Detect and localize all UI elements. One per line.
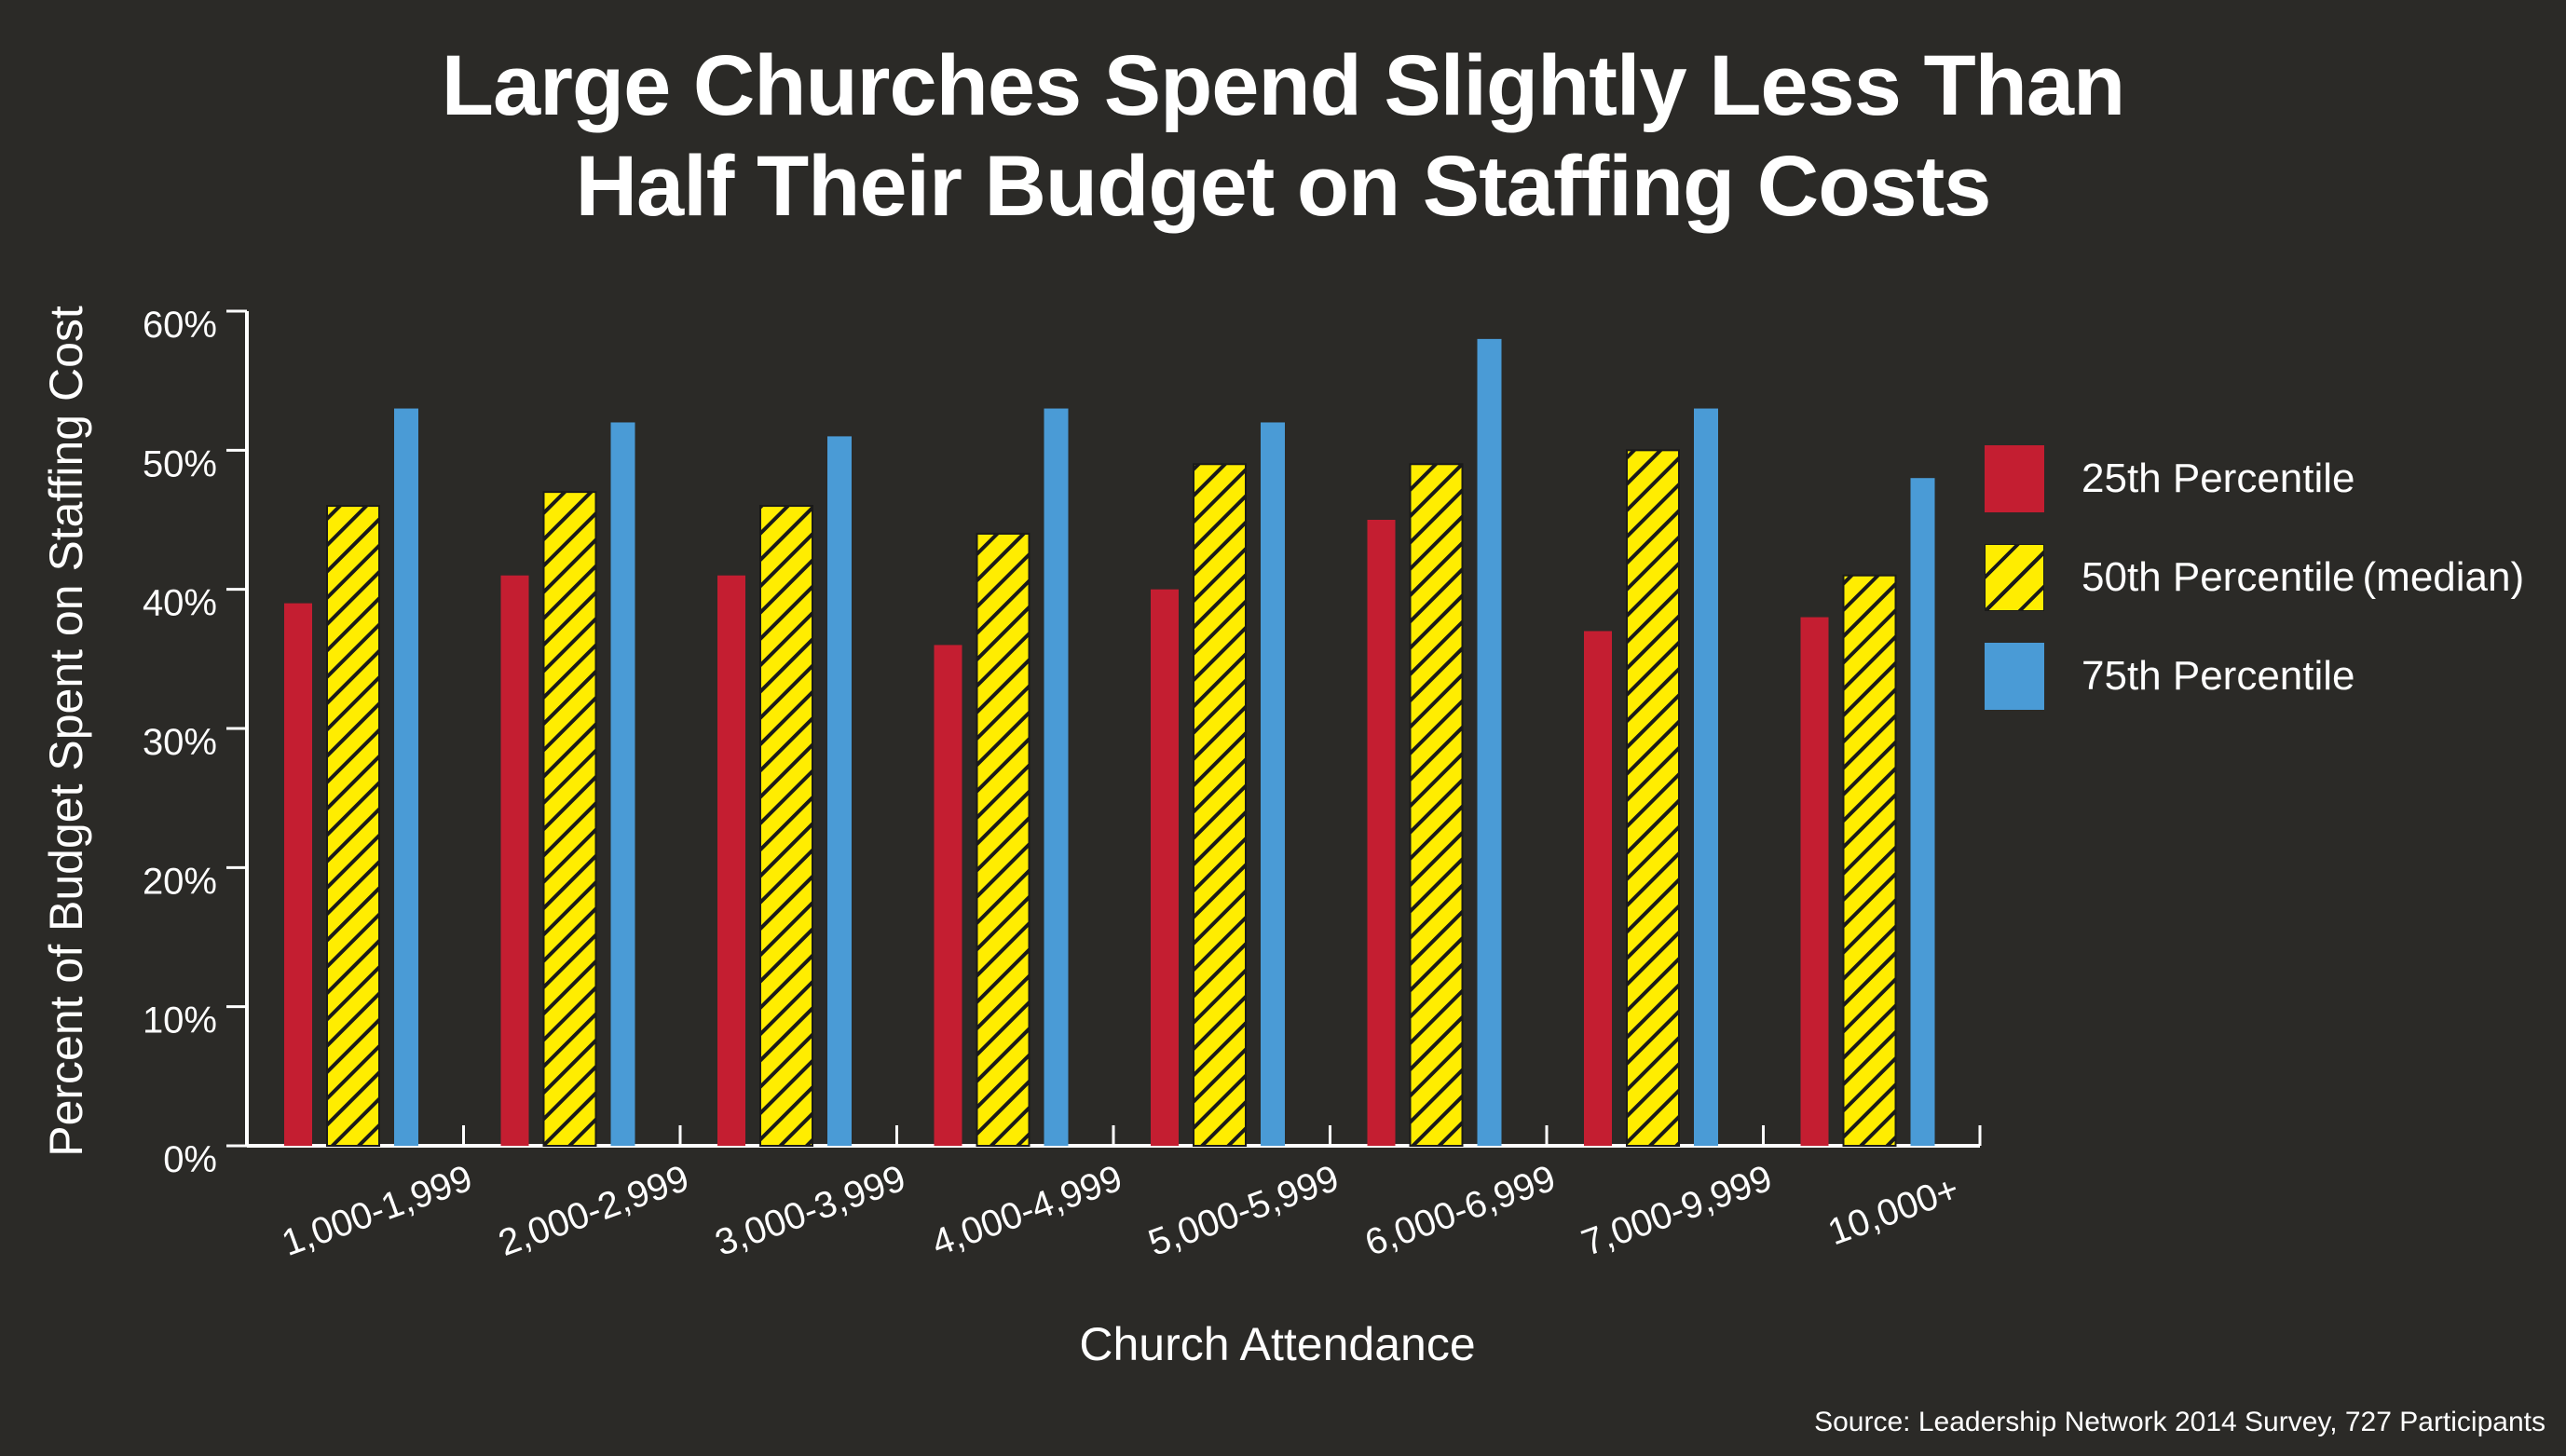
y-tick-label: 60%	[143, 305, 217, 346]
bar-75th	[827, 436, 852, 1146]
chart-axes	[226, 309, 1982, 1148]
bar-50th	[976, 532, 1030, 1147]
y-tick-label: 10%	[143, 1000, 217, 1041]
chart-bars	[284, 338, 1935, 1148]
x-tick-label: 10,000+	[1822, 1168, 1964, 1253]
legend-swatch-50th	[1985, 544, 2044, 611]
bar-75th	[1694, 408, 1718, 1146]
bar-25th	[934, 645, 962, 1146]
bar-75th	[1477, 338, 1502, 1146]
bar-75th	[1910, 478, 1935, 1146]
y-tick-label: 0%	[163, 1139, 217, 1180]
bar-75th	[394, 408, 418, 1146]
bar-50th	[326, 505, 380, 1147]
bar-50th	[1409, 463, 1464, 1147]
legend-label-75th: 75th Percentile	[2081, 653, 2355, 699]
chart-title-line-1: Large Churches Spend Slightly Less Than	[441, 38, 2125, 133]
bar-75th	[1044, 408, 1069, 1146]
chart-title-line-2: Half Their Budget on Staffing Costs	[575, 139, 1992, 234]
bar-75th	[1261, 422, 1285, 1146]
bar-25th	[500, 575, 529, 1146]
bar-75th	[610, 422, 635, 1146]
y-tick-label: 30%	[143, 722, 217, 763]
legend-item-75th: 75th Percentile	[1985, 643, 2355, 710]
bar-50th	[759, 505, 813, 1147]
x-tick-label: 4,000-4,999	[926, 1158, 1127, 1264]
bar-25th	[1151, 589, 1179, 1146]
legend-swatch-75th	[1985, 643, 2044, 710]
x-tick-label: 3,000-3,999	[710, 1158, 911, 1264]
y-tick-label: 40%	[143, 583, 217, 624]
bar-25th	[284, 603, 312, 1146]
y-tick-label: 20%	[143, 861, 217, 902]
bar-25th	[717, 575, 745, 1146]
x-tick-label: 7,000-9,999	[1576, 1158, 1778, 1264]
x-tick-label: 5,000-5,999	[1143, 1158, 1344, 1264]
chart-title: Large Churches Spend Slightly Less Than …	[0, 35, 2566, 237]
legend-swatch-25th	[1985, 445, 2044, 512]
x-tick-label: 2,000-2,999	[493, 1158, 694, 1264]
bar-25th	[1367, 520, 1396, 1146]
bar-50th	[1193, 463, 1247, 1147]
bar-25th	[1800, 617, 1829, 1146]
x-tick-label: 1,000-1,999	[277, 1158, 478, 1264]
legend-item-25th: 25th Percentile	[1985, 445, 2355, 512]
legend-label-25th: 25th Percentile	[2081, 456, 2355, 501]
legend-label-50th-suffix: (median)	[2362, 554, 2525, 600]
legend-label-50th: 50th Percentile (median)	[2081, 554, 2524, 601]
legend-label-50th-name: 50th Percentile	[2081, 554, 2355, 600]
legend-item-50th: 50th Percentile (median)	[1985, 544, 2524, 611]
bar-25th	[1584, 631, 1612, 1146]
y-axis-title: Percent of Budget Spent on Staffing Cost	[40, 306, 92, 1157]
bar-50th	[1626, 449, 1680, 1148]
bar-50th	[1842, 574, 1897, 1147]
x-tick-label: 6,000-6,999	[1359, 1158, 1561, 1264]
x-axis-title: Church Attendance	[1079, 1318, 1475, 1370]
source-note: Source: Leadership Network 2014 Survey, …	[1814, 1407, 2546, 1437]
y-tick-label: 50%	[143, 443, 217, 484]
bar-50th	[542, 491, 597, 1147]
